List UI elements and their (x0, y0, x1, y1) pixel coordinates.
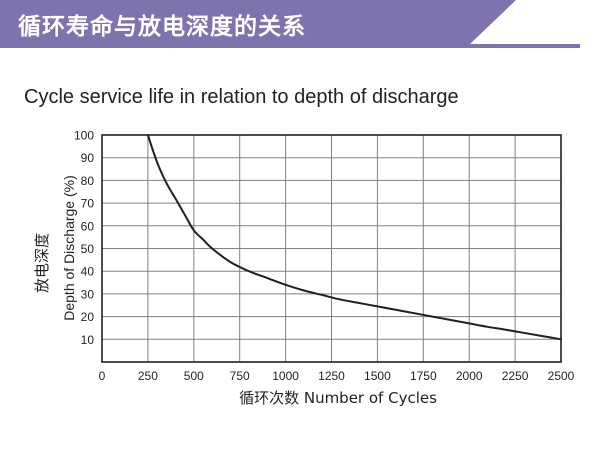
vertical-gridlines (147, 135, 516, 362)
x-tick-label: 1500 (364, 369, 391, 383)
chart-figure: 10 20 30 40 50 60 70 80 90 100 0 250 500 750 1000 1250… (0, 115, 600, 435)
x-tick-label: 750 (230, 369, 250, 383)
x-tick-label: 1000 (272, 369, 299, 383)
y-tick-label: 40 (81, 265, 95, 279)
y-tick-label: 50 (81, 242, 95, 256)
y-tick-label: 90 (81, 151, 95, 165)
y-tick-label: 100 (74, 129, 94, 143)
page-title: 循环寿命与放电深度的关系 (18, 14, 306, 40)
y-axis-label-english: Depth of Discharge (%) (61, 175, 77, 321)
x-tick-label: 1750 (410, 369, 437, 383)
chart-title: Cycle service life in relation to depth … (24, 86, 459, 108)
x-tick-label: 2000 (456, 369, 483, 383)
y-tick-label: 20 (81, 310, 95, 324)
y-axis-tick-labels: 10 20 30 40 50 60 70 80 90 100 (74, 129, 94, 347)
x-axis-label: 循环次数 Number of Cycles (239, 389, 437, 407)
y-tick-label: 70 (81, 197, 95, 211)
x-tick-label: 2250 (502, 369, 529, 383)
cycle-life-line-chart: 10 20 30 40 50 60 70 80 90 100 0 250 500 750 1000 1250… (33, 129, 575, 408)
discharge-depth-curve (146, 134, 562, 341)
y-tick-label: 30 (81, 287, 95, 301)
y-tick-label: 10 (81, 333, 95, 347)
header-banner: 循环寿命与放电深度的关系 (0, 0, 600, 52)
x-tick-label: 2500 (548, 369, 575, 383)
x-tick-label: 1250 (318, 369, 345, 383)
x-tick-label: 250 (138, 369, 158, 383)
x-tick-label: 500 (184, 369, 204, 383)
y-axis-label-chinese: 放电深度 (33, 233, 51, 293)
y-tick-label: 60 (81, 219, 95, 233)
plot-area-border (101, 134, 562, 363)
x-axis-tick-labels: 0 250 500 750 1000 1250 1500 1750 2000 2250 2500 (99, 369, 575, 383)
x-tick-label: 0 (99, 369, 106, 383)
y-tick-label: 80 (81, 174, 95, 188)
banner-background-shape (0, 0, 580, 48)
